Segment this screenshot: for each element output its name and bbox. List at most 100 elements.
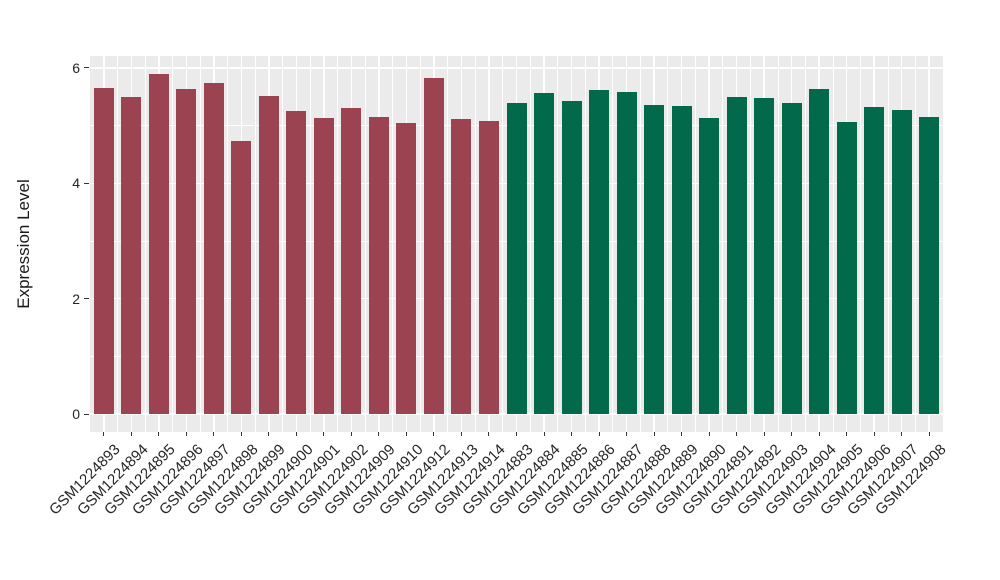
x-tick-mark — [598, 432, 600, 436]
gridline-x-minor — [584, 56, 586, 432]
bar — [836, 121, 857, 414]
x-tick-mark — [818, 432, 820, 436]
bar — [644, 104, 665, 414]
x-tick-mark — [378, 432, 380, 436]
gridline-x-minor — [612, 56, 614, 432]
y-axis-title: Expression Level — [14, 179, 33, 309]
gridline-x-minor — [254, 56, 256, 432]
x-tick-mark — [488, 432, 490, 436]
x-tick-mark — [736, 432, 738, 436]
gridline-x-minor — [364, 56, 366, 432]
x-tick-mark — [763, 432, 765, 436]
bar — [286, 111, 307, 414]
gridline-x-minor — [117, 56, 118, 432]
gridline-x-minor — [915, 56, 916, 432]
x-tick-mark — [433, 432, 435, 436]
gridline-x-minor — [199, 56, 201, 432]
x-tick-mark — [240, 432, 242, 436]
bar — [589, 90, 610, 414]
y-tick-label: 4 — [72, 175, 80, 192]
bar — [534, 93, 555, 414]
bar — [176, 89, 197, 414]
y-tick-mark — [84, 413, 89, 415]
bar — [423, 78, 444, 414]
y-tick-mark — [84, 67, 89, 69]
x-tick-mark — [846, 432, 848, 436]
bar — [121, 97, 142, 414]
bar — [671, 106, 692, 414]
x-tick-mark — [295, 432, 297, 436]
bar — [561, 100, 582, 414]
plot-panel — [90, 56, 943, 432]
bar — [781, 103, 802, 414]
gridline-x-minor — [227, 56, 228, 432]
gridline-x-minor — [805, 56, 806, 432]
x-tick-mark — [791, 432, 793, 436]
gridline-x-minor — [694, 56, 696, 432]
gridline-x-minor — [447, 56, 449, 432]
gridline-x-minor — [749, 56, 751, 432]
x-tick-mark — [350, 432, 352, 436]
bar — [809, 88, 830, 414]
y-tick-mark — [84, 298, 89, 300]
gridline-x-minor — [887, 56, 889, 432]
gridline-x-minor — [860, 56, 861, 432]
gridline-x-minor — [144, 56, 146, 432]
gridline-x-minor — [419, 56, 421, 432]
x-tick-mark — [928, 432, 930, 436]
bar — [368, 117, 389, 414]
x-tick-mark — [543, 432, 545, 436]
x-tick-mark — [571, 432, 573, 436]
bar — [451, 119, 472, 414]
y-tick-label: 0 — [72, 406, 80, 422]
gridline-x-minor — [667, 56, 669, 432]
x-tick-mark — [653, 432, 655, 436]
x-tick-mark — [681, 432, 683, 436]
bar — [93, 88, 114, 414]
gridline-x-minor — [639, 56, 641, 432]
x-tick-mark — [268, 432, 270, 436]
bar — [616, 92, 637, 414]
gridline-x-minor — [722, 56, 724, 432]
gridline-x-minor — [832, 56, 834, 432]
x-tick-mark — [158, 432, 160, 436]
bar — [148, 73, 169, 414]
bar — [478, 121, 499, 414]
gridline-x-minor — [502, 56, 504, 432]
x-tick-mark — [626, 432, 628, 436]
bar — [203, 82, 224, 414]
x-tick-mark — [323, 432, 325, 436]
gridline-x-minor — [309, 56, 311, 432]
gridline-x-minor — [529, 56, 531, 432]
bar — [231, 140, 252, 414]
gridline-x-minor — [777, 56, 779, 432]
x-tick-mark — [185, 432, 187, 436]
bar — [891, 110, 912, 414]
bar — [506, 102, 527, 414]
bar — [313, 117, 334, 414]
x-tick-mark — [213, 432, 215, 436]
bar — [396, 123, 417, 414]
bar — [258, 95, 279, 414]
x-tick-mark — [130, 432, 132, 436]
bar — [341, 108, 362, 414]
y-tick-mark — [84, 182, 89, 184]
gridline-x-minor — [282, 56, 283, 432]
x-tick-mark — [516, 432, 517, 436]
bar — [699, 117, 720, 414]
bar — [726, 96, 747, 414]
bar — [919, 117, 940, 414]
x-tick-mark — [901, 432, 903, 436]
y-tick-label: 2 — [72, 290, 80, 307]
bar — [864, 107, 885, 414]
x-tick-mark — [873, 432, 875, 436]
gridline-x-minor — [474, 56, 476, 432]
gridline-x-minor — [557, 56, 559, 432]
x-tick-mark — [103, 432, 105, 436]
x-tick-mark — [460, 432, 462, 436]
bar — [754, 97, 775, 414]
gridline-x-minor — [337, 56, 339, 432]
y-tick-label: 6 — [72, 59, 80, 76]
gridline-x-minor — [392, 56, 394, 432]
